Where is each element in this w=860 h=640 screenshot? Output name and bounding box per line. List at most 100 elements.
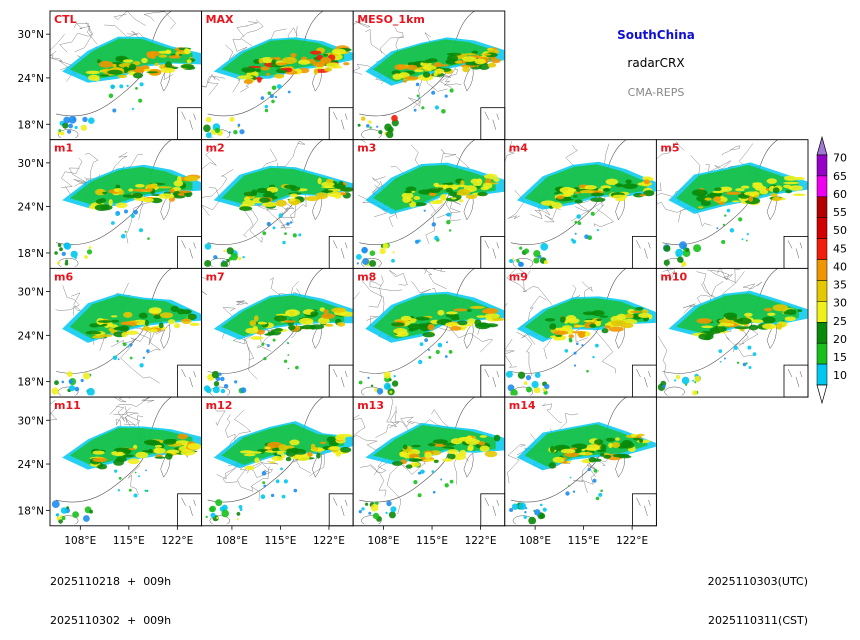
echo-cell: [370, 503, 379, 512]
lat-tick-label: 30°N: [18, 415, 44, 427]
echo-cell: [128, 63, 137, 71]
echo-cell: [685, 247, 690, 252]
panel-map: [201, 139, 353, 267]
echo-cell: [123, 311, 133, 318]
echo-cell: [549, 323, 557, 330]
echo-band-mid: [372, 294, 496, 340]
echo-cell: [697, 206, 704, 209]
echo-cell: [437, 342, 443, 348]
echo-cell: [297, 454, 310, 461]
colorbar-label: 60: [833, 188, 847, 201]
echo-cell: [260, 66, 270, 71]
echo-cell: [767, 312, 776, 316]
echo-cell: [124, 209, 128, 214]
echo-cell: [356, 262, 359, 265]
colorbar-swatch: [816, 301, 828, 323]
echo-cell: [221, 509, 229, 518]
echo-cell: [477, 191, 488, 197]
echo-cell: [568, 334, 574, 339]
echo-cell: [276, 452, 285, 455]
echo-cell: [384, 123, 392, 132]
echo-cell: [603, 187, 611, 192]
echo-cell: [751, 319, 764, 324]
panel-label: m8: [357, 270, 376, 283]
echo-cell: [415, 82, 420, 87]
panel-label: m11: [54, 399, 81, 412]
echo-cell: [718, 201, 725, 205]
echo-cell: [591, 310, 605, 317]
echo-cell: [722, 223, 725, 226]
echo-cell: [620, 322, 634, 329]
echo-cell: [282, 57, 297, 64]
echo-cell: [736, 361, 740, 364]
echo-cell: [264, 108, 269, 113]
echo-cell: [170, 305, 179, 312]
echo-cell: [540, 503, 543, 507]
echo-cell: [158, 193, 175, 199]
valid-utc: 2025110303(UTC): [707, 575, 808, 588]
echo-cell: [62, 122, 69, 129]
echo-cell: [531, 380, 539, 389]
echo-cell: [138, 228, 144, 233]
echo-cell: [559, 316, 566, 323]
echo-cell: [243, 191, 257, 197]
echo-cell: [133, 72, 143, 79]
echo-cell: [417, 493, 422, 498]
coastline: [510, 139, 627, 245]
scs-inset-islands: [332, 497, 348, 516]
echo-cell: [409, 201, 417, 208]
echo-cell: [433, 459, 439, 463]
echo-cell: [467, 447, 474, 451]
echo-cell: [60, 507, 68, 514]
echo-cell: [321, 190, 334, 193]
echo-cell: [783, 181, 800, 185]
echo-cell: [72, 511, 79, 518]
echo-cell: [630, 433, 637, 438]
hainan-outline: [209, 515, 231, 525]
echo-cell: [210, 512, 216, 518]
colorbar-label: 20: [833, 333, 847, 346]
echo-cell: [271, 456, 283, 461]
echo-cell: [418, 471, 421, 475]
colorbar-swatch: [816, 280, 828, 302]
echo-cell: [287, 342, 290, 345]
echo-cell: [440, 64, 449, 67]
echo-cell: [685, 383, 688, 386]
echo-cell: [281, 453, 286, 458]
panel-map: [353, 397, 505, 525]
echo-cell: [741, 238, 744, 241]
echo-cell: [719, 360, 722, 363]
echo-cell: [567, 318, 580, 324]
echo-cell: [418, 359, 423, 365]
lat-tick-label: 24°N: [18, 202, 44, 214]
echo-cell: [603, 454, 612, 459]
lat-tick-label: 18°N: [18, 505, 44, 517]
echo-cell: [472, 183, 482, 186]
panel-m5: m5: [655, 139, 809, 269]
echo-cell: [134, 471, 137, 474]
echo-cell: [428, 443, 436, 447]
echo-cell: [249, 320, 257, 327]
echo-cell: [88, 74, 100, 81]
echo-cell: [605, 437, 615, 442]
echo-cell: [257, 76, 262, 83]
coastline: [207, 139, 324, 245]
hainan-outline: [361, 129, 382, 138]
coastline: [662, 268, 778, 374]
echo-cell: [108, 327, 114, 332]
hainan-outline: [57, 129, 79, 138]
echo-cell: [239, 206, 253, 211]
echo-cell: [624, 313, 634, 319]
echo-cell: [264, 446, 271, 450]
echo-cell: [130, 213, 135, 219]
echo-cell: [121, 332, 128, 338]
echo-cell: [358, 510, 362, 514]
echo-cell: [440, 478, 443, 481]
echo-cell: [551, 202, 563, 209]
echo-cell: [427, 348, 430, 351]
echo-cell: [98, 60, 114, 68]
echo-cell: [643, 190, 655, 197]
panel-label: m1: [54, 142, 73, 155]
echo-cell: [138, 475, 140, 478]
echo-cell: [114, 469, 118, 473]
